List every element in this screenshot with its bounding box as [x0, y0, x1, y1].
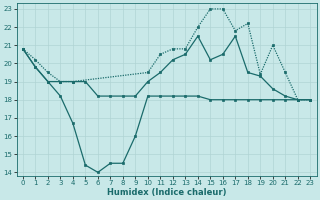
X-axis label: Humidex (Indice chaleur): Humidex (Indice chaleur) [107, 188, 226, 197]
